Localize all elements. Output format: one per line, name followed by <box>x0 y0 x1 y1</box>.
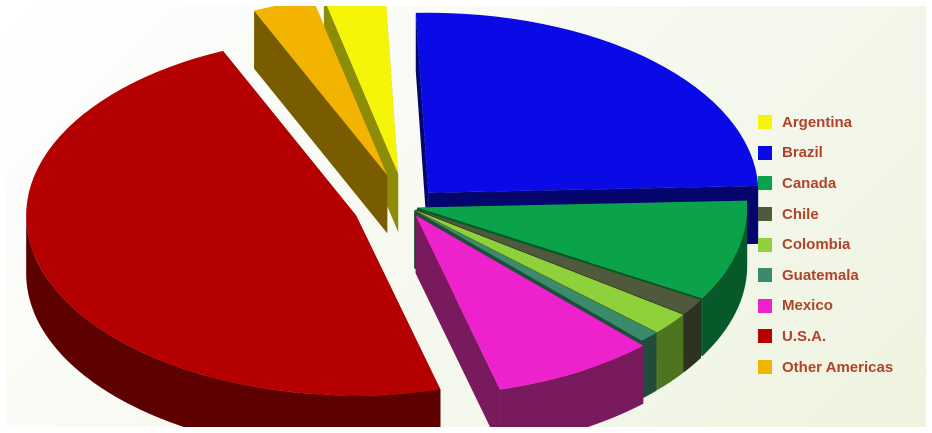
legend-label: Guatemala <box>782 266 859 284</box>
slice-top <box>26 50 441 396</box>
slice-side <box>499 345 644 427</box>
slice-top <box>415 12 759 193</box>
legend-swatch <box>758 237 772 252</box>
legend-item: Other Americas <box>758 352 926 383</box>
legend-label: Colombia <box>782 236 851 254</box>
legend-item: Mexico <box>758 291 926 322</box>
slice-top <box>417 200 748 299</box>
legend-swatch <box>758 329 772 344</box>
legend-swatch <box>758 360 772 375</box>
slice-wall <box>415 215 500 427</box>
pie-chart <box>26 6 759 427</box>
legend-swatch <box>758 145 772 160</box>
slice-side <box>641 332 657 399</box>
slice-top <box>415 209 701 315</box>
slice-top <box>327 6 399 174</box>
slice-side <box>657 314 684 391</box>
legend-item: Canada <box>758 168 926 199</box>
slice-top <box>414 209 684 333</box>
legend-swatch <box>758 115 772 130</box>
slice-top <box>415 215 644 390</box>
slice-top <box>414 210 657 341</box>
legend-item: Brazil <box>758 138 926 169</box>
legend-label: Brazil <box>782 144 823 162</box>
legend-label: Argentina <box>782 113 853 131</box>
legend-label: Other Americas <box>782 358 894 376</box>
legend-label: Chile <box>782 205 819 223</box>
legend-item: Argentina <box>758 107 926 138</box>
slice-top <box>254 6 388 176</box>
legend-swatch <box>758 176 772 191</box>
legend-label: Mexico <box>782 297 833 315</box>
legend-item: Chile <box>758 199 926 230</box>
legend-label: U.S.A. <box>782 327 827 345</box>
legend-item: Guatemala <box>758 260 926 291</box>
legend-swatch <box>758 268 772 283</box>
slice-wall <box>415 12 429 251</box>
slice-wall <box>254 10 388 234</box>
legend-swatch <box>758 207 772 222</box>
pie-slice-other-americas <box>254 6 388 234</box>
legend-label: Canada <box>782 174 837 192</box>
slice-side <box>684 299 701 373</box>
legend: Argentina Brazil Canada Chile Colombia Guatem… <box>758 107 926 382</box>
chart-frame: Argentina Brazil Canada Chile Colombia Guatem… <box>6 6 926 427</box>
legend-item: Colombia <box>758 229 926 260</box>
slice-side <box>26 215 441 427</box>
pie-slice-mexico <box>415 215 644 427</box>
pie-slice-u-s-a <box>26 50 441 427</box>
legend-swatch <box>758 298 772 313</box>
slice-side <box>702 207 748 357</box>
legend-item: U.S.A. <box>758 321 926 352</box>
